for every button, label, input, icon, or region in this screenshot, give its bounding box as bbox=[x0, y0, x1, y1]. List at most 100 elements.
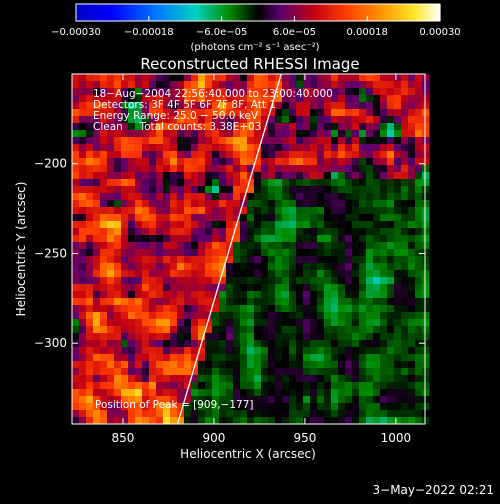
heatmap-cell bbox=[331, 312, 339, 320]
heatmap-cell bbox=[177, 123, 185, 131]
heatmap-cell bbox=[317, 95, 325, 103]
heatmap-cell bbox=[226, 193, 234, 201]
heatmap-cell bbox=[359, 221, 367, 229]
heatmap-cell bbox=[317, 242, 325, 250]
heatmap-cell bbox=[352, 200, 360, 208]
heatmap-cell bbox=[275, 193, 283, 201]
heatmap-cell bbox=[184, 417, 192, 425]
heatmap-cell bbox=[128, 354, 136, 362]
heatmap-cell bbox=[373, 249, 381, 257]
heatmap-cell bbox=[380, 207, 388, 215]
heatmap-cell bbox=[345, 158, 353, 166]
heatmap-cell bbox=[289, 207, 297, 215]
heatmap-cell bbox=[415, 354, 423, 362]
heatmap-cell bbox=[219, 130, 227, 138]
heatmap-cell bbox=[366, 228, 374, 236]
heatmap-cell bbox=[205, 354, 213, 362]
heatmap-cell bbox=[268, 263, 276, 271]
heatmap-cell bbox=[366, 74, 374, 82]
heatmap-cell bbox=[198, 417, 206, 425]
heatmap-cell bbox=[156, 361, 164, 369]
heatmap-cell bbox=[268, 361, 276, 369]
heatmap-cell bbox=[170, 116, 178, 124]
heatmap-cell bbox=[373, 186, 381, 194]
heatmap-cell bbox=[345, 235, 353, 243]
heatmap-cell bbox=[107, 116, 115, 124]
heatmap-cell bbox=[184, 200, 192, 208]
heatmap-cell bbox=[72, 305, 80, 313]
heatmap-cell bbox=[261, 179, 269, 187]
heatmap-cell bbox=[86, 137, 94, 145]
heatmap-cell bbox=[408, 109, 416, 117]
heatmap-cell bbox=[233, 263, 241, 271]
heatmap-cell bbox=[296, 312, 304, 320]
heatmap-cell bbox=[121, 207, 129, 215]
heatmap-cell bbox=[114, 116, 122, 124]
heatmap-cell bbox=[212, 102, 220, 110]
heatmap-cell bbox=[177, 333, 185, 341]
heatmap-cell bbox=[261, 116, 269, 124]
heatmap-cell bbox=[254, 235, 262, 243]
heatmap-cell bbox=[219, 410, 227, 418]
heatmap-cell bbox=[107, 354, 115, 362]
heatmap-cell bbox=[191, 368, 199, 376]
heatmap-cell bbox=[254, 116, 262, 124]
heatmap-cell bbox=[387, 319, 395, 327]
heatmap-cell bbox=[128, 291, 136, 299]
heatmap-cell bbox=[324, 347, 332, 355]
heatmap-cell bbox=[366, 340, 374, 348]
heatmap-cell bbox=[352, 326, 360, 334]
heatmap-cell bbox=[408, 340, 416, 348]
heatmap-cell bbox=[380, 354, 388, 362]
colorbar-segment bbox=[145, 4, 150, 21]
heatmap-cell bbox=[408, 284, 416, 292]
heatmap-cell bbox=[275, 333, 283, 341]
heatmap-cell bbox=[205, 235, 213, 243]
heatmap-cell bbox=[254, 200, 262, 208]
heatmap-cell bbox=[114, 354, 122, 362]
heatmap-cell bbox=[79, 193, 87, 201]
heatmap-cell bbox=[121, 74, 129, 82]
heatmap-cell bbox=[142, 417, 150, 425]
heatmap-cell bbox=[170, 165, 178, 173]
heatmap-cell bbox=[128, 200, 136, 208]
heatmap-cell bbox=[408, 207, 416, 215]
heatmap-cell bbox=[100, 172, 108, 180]
heatmap-cell bbox=[261, 333, 269, 341]
heatmap-cell bbox=[86, 361, 94, 369]
heatmap-cell bbox=[205, 256, 213, 264]
heatmap-cell bbox=[282, 284, 290, 292]
heatmap-cell bbox=[212, 361, 220, 369]
heatmap-cell bbox=[296, 326, 304, 334]
heatmap-cell bbox=[296, 291, 304, 299]
colorbar-segment bbox=[339, 4, 344, 21]
heatmap-cell bbox=[289, 417, 297, 425]
heatmap-cell bbox=[142, 193, 150, 201]
heatmap-cell bbox=[415, 368, 423, 376]
heatmap-cell bbox=[282, 361, 290, 369]
heatmap-cell bbox=[366, 123, 374, 131]
heatmap-cell bbox=[296, 221, 304, 229]
heatmap-cell bbox=[93, 410, 101, 418]
heatmap-cell bbox=[380, 375, 388, 383]
heatmap-cell bbox=[170, 102, 178, 110]
heatmap-cell bbox=[135, 319, 143, 327]
heatmap-cell bbox=[394, 214, 402, 222]
heatmap-cell bbox=[79, 256, 87, 264]
heatmap-cell bbox=[198, 200, 206, 208]
heatmap-cell bbox=[268, 396, 276, 404]
heatmap-cell bbox=[394, 249, 402, 257]
colorbar-segment bbox=[170, 4, 174, 21]
heatmap-cell bbox=[282, 200, 290, 208]
heatmap-cell bbox=[338, 284, 346, 292]
heatmap-cell bbox=[100, 319, 108, 327]
heatmap-cell bbox=[373, 81, 381, 89]
heatmap-cell bbox=[170, 263, 178, 271]
heatmap-cell bbox=[240, 151, 248, 159]
heatmap-cell bbox=[128, 410, 136, 418]
heatmap-cell bbox=[149, 284, 157, 292]
heatmap-cell bbox=[261, 319, 269, 327]
heatmap-cell bbox=[226, 102, 234, 110]
heatmap-cell bbox=[212, 81, 220, 89]
heatmap-cell bbox=[226, 389, 234, 397]
